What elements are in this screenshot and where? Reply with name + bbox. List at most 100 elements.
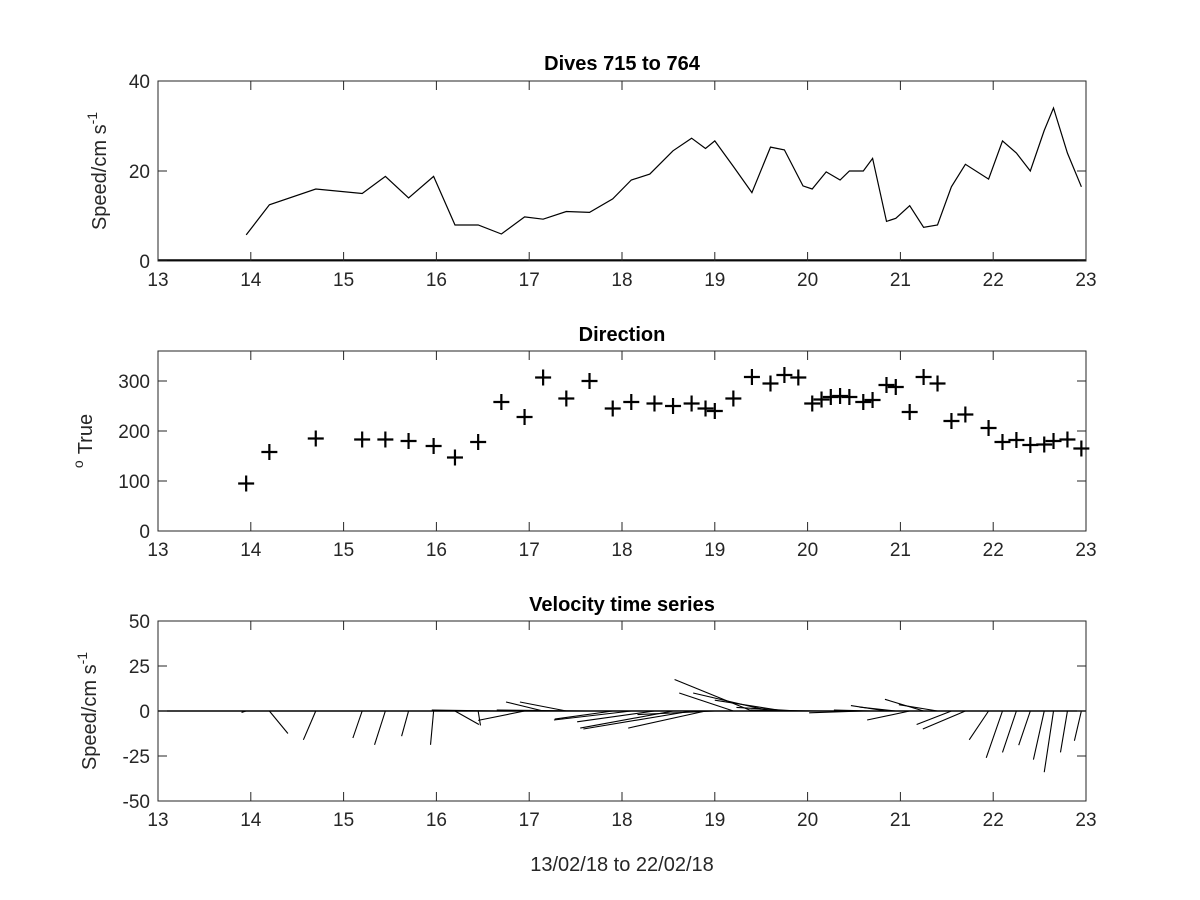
velocity-xtick-label: 14 <box>240 810 262 831</box>
direction-point <box>855 394 872 410</box>
direction-point <box>887 379 904 395</box>
velocity-xtick-label: 17 <box>519 810 540 831</box>
speed-xtick-label: 20 <box>797 270 818 291</box>
velocity-xtick-label: 20 <box>797 810 818 831</box>
panel-speed: Dives 715 to 764 0 20 40 13 14 15 16 17 18 19 20 2… <box>84 53 1097 291</box>
velocity-ytick-label: -50 <box>123 792 150 813</box>
velocity-stick <box>898 704 938 712</box>
velocity-stick <box>1001 710 1017 753</box>
direction-xticks: 13 14 15 16 17 18 19 20 21 22 23 <box>147 351 1097 561</box>
direction-point <box>813 391 830 408</box>
velocity-stick <box>241 710 247 713</box>
direction-xtick-label: 18 <box>611 540 632 561</box>
velocity-stick <box>401 710 410 737</box>
direction-point <box>1008 432 1025 448</box>
velocity-stick <box>1073 710 1082 741</box>
velocity-ylabel-sup: -1 <box>74 652 90 665</box>
velocity-stick <box>496 709 590 712</box>
velocity-xtick-label: 16 <box>426 810 447 831</box>
velocity-stick <box>985 710 1003 758</box>
direction-point <box>354 431 371 448</box>
direction-xtick-label: 14 <box>240 540 262 561</box>
direction-marks <box>238 367 1090 492</box>
speed-xtick-label: 13 <box>147 270 168 291</box>
speed-ylabel-sup: -1 <box>84 112 100 125</box>
velocity-xtick-label: 22 <box>983 810 1004 831</box>
velocity-title: Velocity time series <box>529 594 715 616</box>
direction-point <box>604 400 621 417</box>
direction-point <box>1022 437 1039 453</box>
figure-xlabel: 13/02/18 to 22/02/18 <box>530 854 714 876</box>
velocity-stick <box>519 701 567 712</box>
direction-point <box>425 438 442 454</box>
velocity-stick <box>628 710 706 729</box>
velocity-stick <box>352 710 363 739</box>
direction-point <box>1045 433 1062 449</box>
direction-point <box>1036 436 1053 453</box>
direction-point <box>841 389 858 405</box>
velocity-stick <box>693 692 771 712</box>
direction-point <box>581 373 598 389</box>
velocity-xtick-label: 15 <box>333 810 354 831</box>
speed-yticks: 0 20 40 <box>129 72 1086 273</box>
direction-point <box>470 434 487 450</box>
direction-axes-box <box>157 350 1087 532</box>
speed-ytick-label: 20 <box>129 162 150 183</box>
direction-point <box>516 409 533 425</box>
speed-xtick-label: 14 <box>240 270 262 291</box>
direction-ytick-label: 0 <box>139 522 150 543</box>
direction-xtick-label: 23 <box>1075 540 1096 561</box>
velocity-stick <box>1032 710 1045 760</box>
direction-point <box>646 395 663 412</box>
velocity-stick <box>679 692 734 712</box>
direction-point <box>943 413 960 429</box>
speed-xtick-label: 23 <box>1075 270 1096 291</box>
direction-point <box>558 390 575 407</box>
velocity-stick <box>1059 710 1068 753</box>
direction-ylabel-sup: o <box>70 460 86 468</box>
velocity-stick <box>859 706 896 712</box>
velocity-stick <box>674 678 753 712</box>
velocity-stick <box>637 710 715 716</box>
velocity-xticks: 13 14 15 16 17 18 19 20 21 22 23 <box>147 621 1097 831</box>
velocity-stick <box>454 710 480 725</box>
velocity-stick <box>867 710 910 721</box>
speed-ylabel-main: Speed/cm s <box>89 124 111 230</box>
velocity-ylabel-main: Speed/cm s <box>79 664 101 770</box>
speed-ytick-label: 0 <box>139 252 150 273</box>
direction-point <box>957 406 974 423</box>
velocity-ytick-label: 50 <box>129 612 150 633</box>
speed-xtick-label: 15 <box>333 270 354 291</box>
direction-ytick-label: 300 <box>118 372 150 393</box>
direction-ytick-label: 100 <box>118 472 150 493</box>
direction-yticks: 0 100 200 300 <box>118 372 1086 543</box>
direction-xtick-label: 19 <box>704 540 725 561</box>
speed-ylabel: Speed/cm s-1 <box>84 112 111 230</box>
velocity-yticks: -50 -25 0 25 50 <box>123 612 1086 813</box>
direction-xtick-label: 13 <box>147 540 168 561</box>
velocity-stick <box>505 701 544 712</box>
speed-xtick-label: 22 <box>983 270 1004 291</box>
velocity-stick <box>833 709 873 712</box>
velocity-marks <box>158 678 1086 773</box>
velocity-xtick-label: 13 <box>147 810 168 831</box>
velocity-stick <box>1018 710 1031 746</box>
velocity-stick <box>429 710 435 745</box>
velocity-stick <box>1043 710 1055 773</box>
direction-point <box>261 444 278 460</box>
speed-xtick-label: 21 <box>890 270 911 291</box>
velocity-stick <box>478 710 525 721</box>
speed-xtick-label: 19 <box>704 270 725 291</box>
direction-point <box>762 375 779 392</box>
direction-xtick-label: 21 <box>890 540 911 561</box>
direction-point <box>1059 431 1076 448</box>
velocity-ytick-label: 0 <box>139 702 150 723</box>
panel-direction: Direction 0 100 200 300 13 14 15 16 17 18 19 20 21 2… <box>70 324 1097 561</box>
velocity-stick <box>922 710 966 730</box>
velocity-stick <box>554 710 613 720</box>
direction-point <box>706 403 723 419</box>
direction-point <box>238 475 255 492</box>
direction-point <box>980 420 997 436</box>
